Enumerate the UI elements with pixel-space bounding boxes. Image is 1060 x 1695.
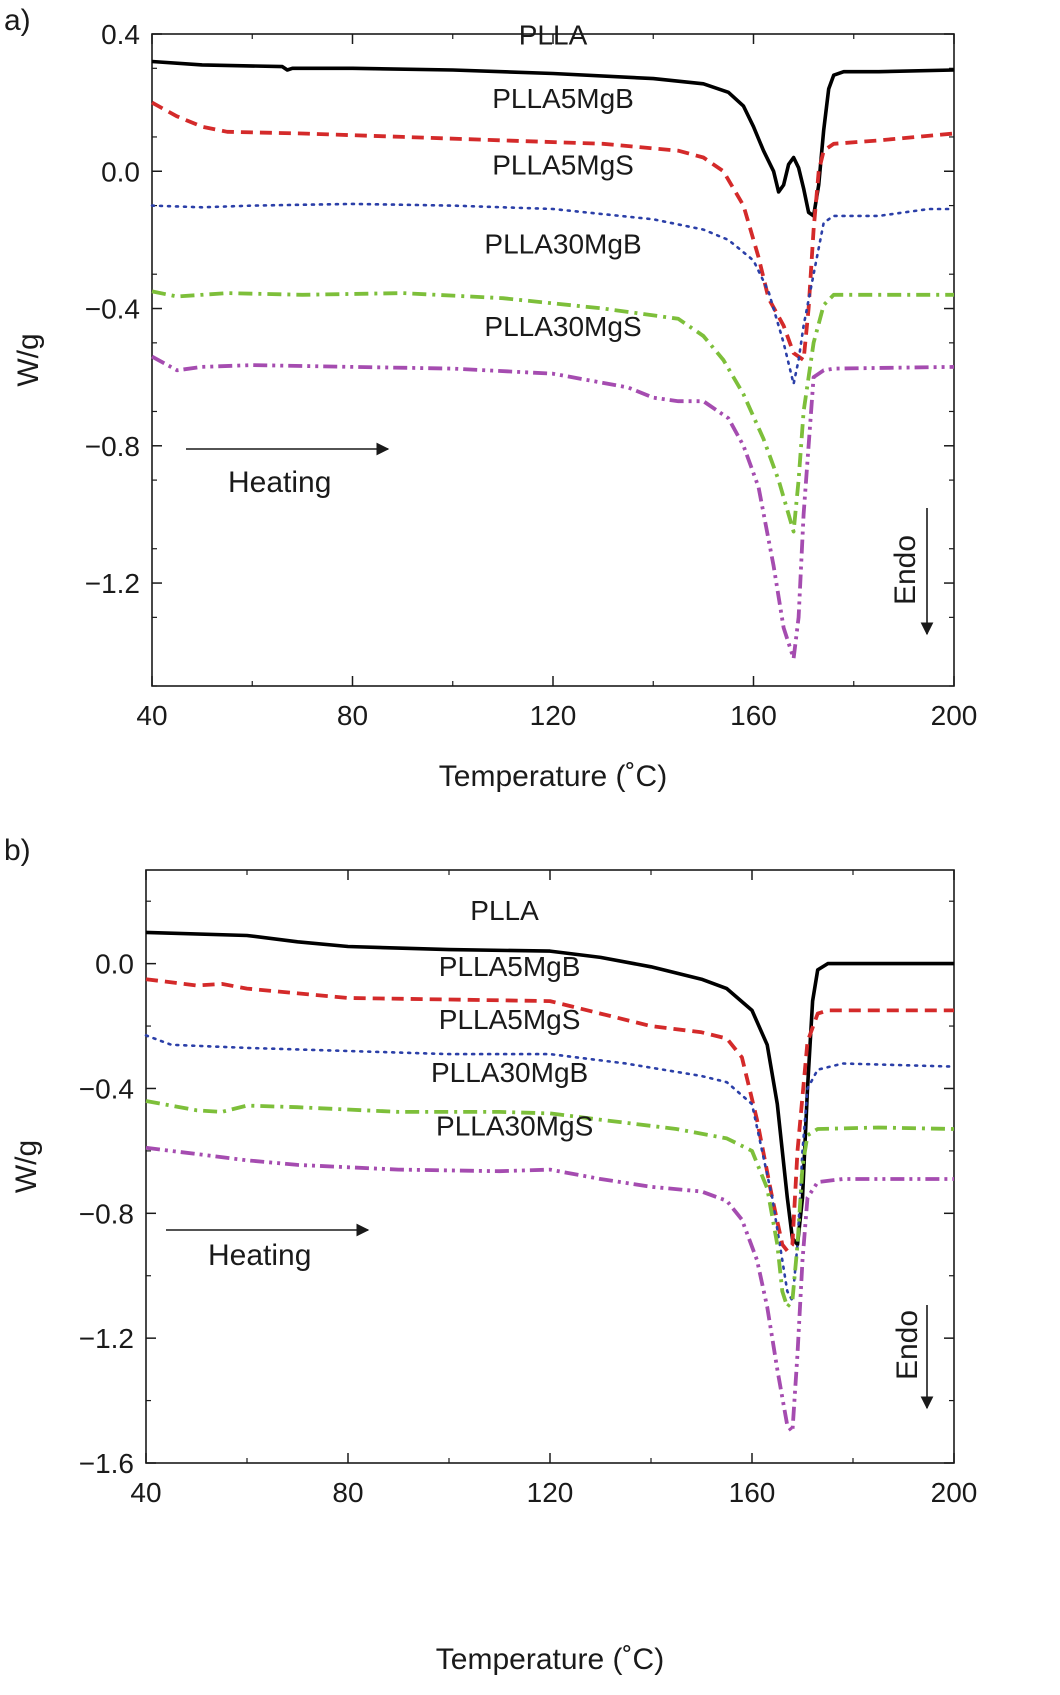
x-tick-label: 160 xyxy=(730,700,777,731)
x-tick-label: 200 xyxy=(931,700,978,731)
y-tick-label: −1.2 xyxy=(85,568,140,599)
series-line-plla30mgs xyxy=(145,1145,954,1434)
y-axis-label: W/g xyxy=(12,333,45,386)
x-tick-label: 80 xyxy=(337,700,368,731)
x-tick-label: 40 xyxy=(136,700,167,731)
series-label-plla: PLLA xyxy=(519,19,588,50)
series-label-plla: PLLA xyxy=(470,895,539,926)
x-tick-label: 200 xyxy=(931,1477,978,1508)
series-label-plla5mgs: PLLA5MgS xyxy=(439,1004,581,1035)
series-line-plla5mgs xyxy=(144,1034,956,1302)
y-tick-label: 0.4 xyxy=(101,19,140,50)
series-label-plla30mgs: PLLA30MgS xyxy=(484,311,641,342)
series-line-plla30mgb xyxy=(151,289,954,534)
y-tick-label: −0.4 xyxy=(85,294,140,325)
x-axis-label: Temperature (˚C) xyxy=(439,760,667,793)
series-label-plla30mgb: PLLA30MgB xyxy=(431,1057,588,1088)
panel-label: a) xyxy=(4,4,31,37)
heating-label: Heating xyxy=(228,466,331,499)
y-tick-label: −0.8 xyxy=(85,431,140,462)
x-tick-label: 80 xyxy=(332,1477,363,1508)
y-tick-label: −1.2 xyxy=(79,1323,134,1354)
series-line-plla5mgb xyxy=(145,977,954,1253)
series-label-plla5mgs: PLLA5MgS xyxy=(492,150,634,181)
series-line-plla xyxy=(145,930,954,1247)
y-tick-label: −1.6 xyxy=(79,1448,134,1479)
series-line-plla5mgs xyxy=(150,202,956,386)
y-tick-label: 0.0 xyxy=(95,949,134,980)
heating-label: Heating xyxy=(208,1239,311,1272)
series-line-plla30mgb xyxy=(145,1099,955,1309)
y-tick-label: −0.4 xyxy=(79,1073,134,1104)
y-tick-label: −0.8 xyxy=(79,1198,134,1229)
series-line-plla30mgs xyxy=(151,354,955,661)
series-label-plla30mgb: PLLA30MgB xyxy=(484,229,641,260)
x-tick-label: 120 xyxy=(530,700,577,731)
x-tick-label: 160 xyxy=(729,1477,776,1508)
series-label-plla5mgb: PLLA5MgB xyxy=(439,951,581,982)
series-line-plla xyxy=(151,59,955,218)
panel-a: a) 40 80 120 160 200 0.4 0.0 −0.4 −0.8 −1.2 Tempera… xyxy=(4,4,977,793)
series-label-plla30mgs: PLLA30MgS xyxy=(436,1110,593,1141)
panel-b: b) 40 80 120 160 200 0.0 −0.4 −0.8 −1.2 −1.6 Temper… xyxy=(4,834,977,1676)
endo-label: Endo xyxy=(889,535,922,605)
x-axis-label: Temperature (˚C) xyxy=(436,1643,664,1676)
y-axis-label: W/g xyxy=(10,1140,43,1193)
x-tick-label: 120 xyxy=(527,1477,574,1508)
series-label-plla5mgb: PLLA5MgB xyxy=(492,83,634,114)
plot-frame xyxy=(151,33,955,687)
y-tick-label: 0.0 xyxy=(101,156,140,187)
x-tick-label: 40 xyxy=(130,1477,161,1508)
series-line-plla5mgb xyxy=(151,100,955,362)
endo-label: Endo xyxy=(891,1310,924,1380)
panel-label: b) xyxy=(4,834,31,867)
